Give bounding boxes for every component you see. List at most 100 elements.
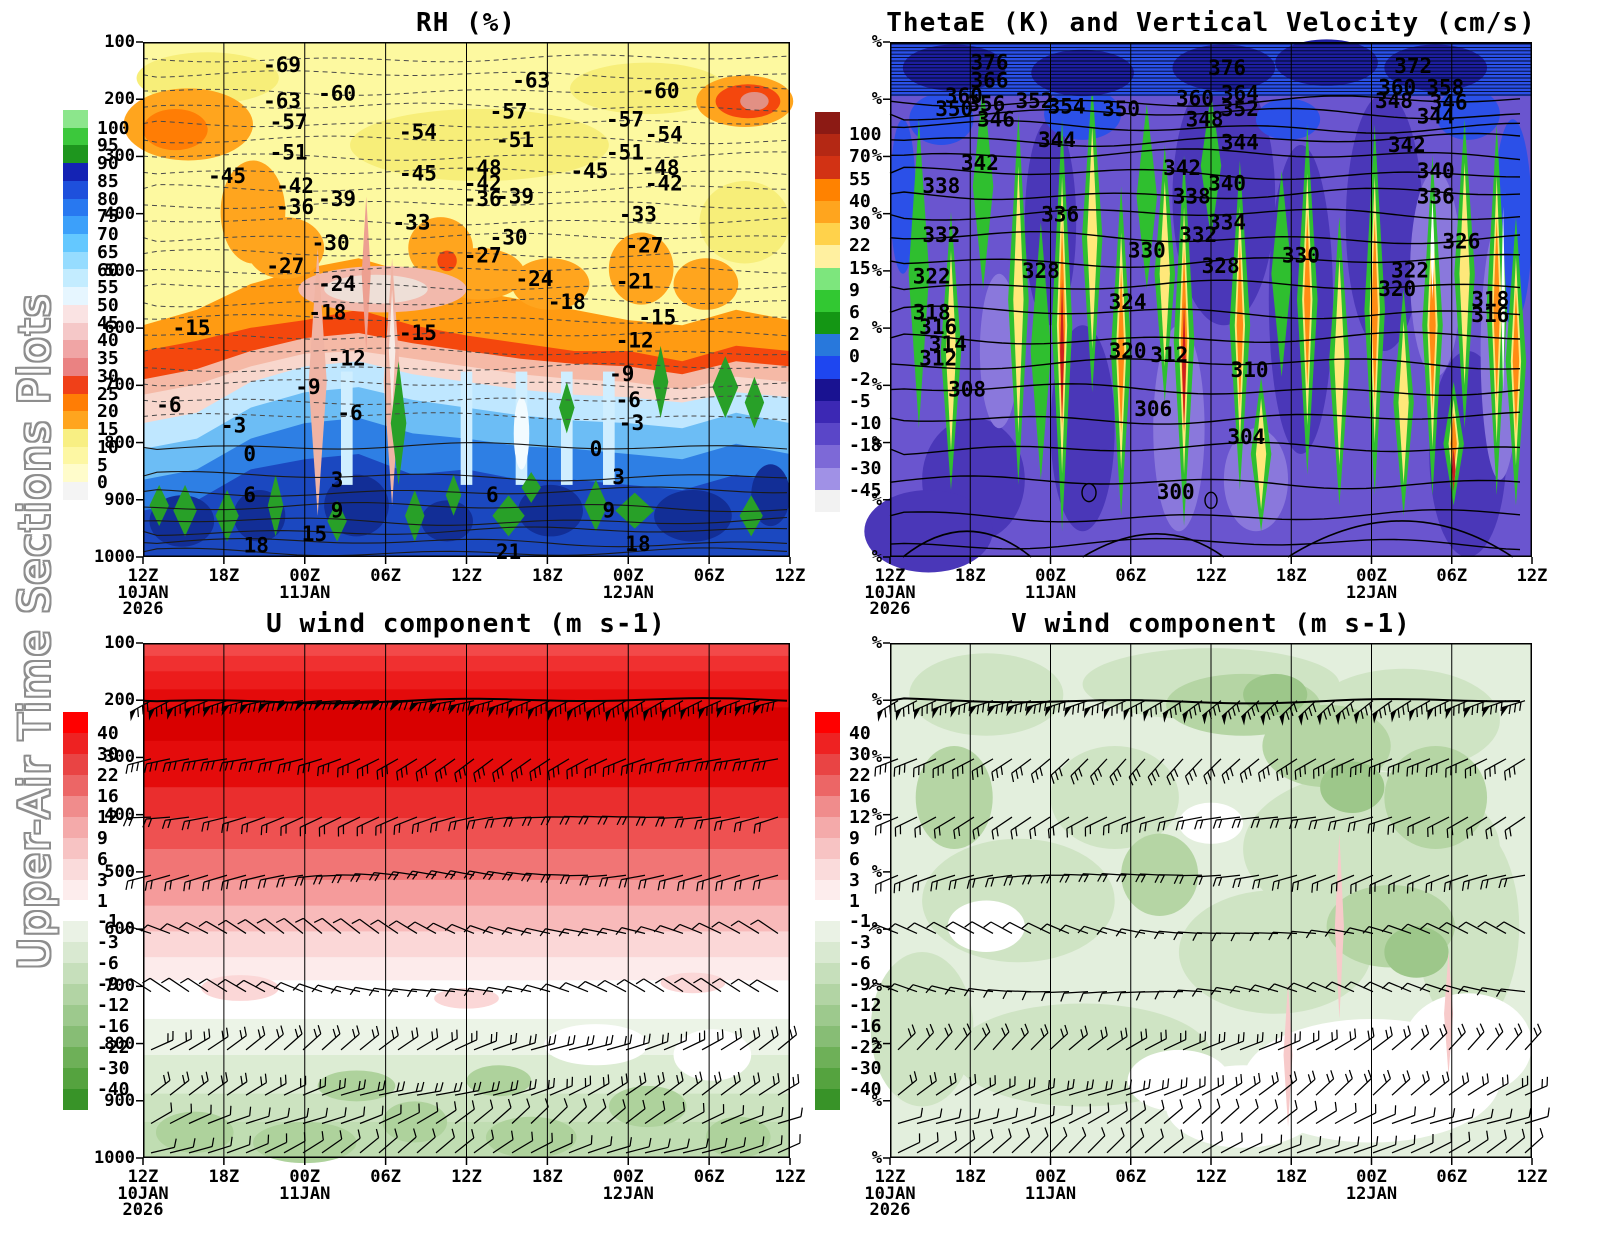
rh-contour-label: -54 bbox=[645, 123, 683, 147]
v_wind-colorbar-segment bbox=[815, 1047, 840, 1068]
rh-plot: -69-63-63-60 -60-57 -57 -57-54 -54-51-51-51-… bbox=[123, 41, 794, 564]
rh-contour-label: -60 bbox=[642, 79, 680, 103]
thetae-colorbar bbox=[815, 112, 840, 512]
v_wind-x-tick-label: 12Z bbox=[1195, 1167, 1227, 1187]
rh-contour-label: -9 bbox=[295, 375, 320, 399]
thetae-contour-label: 312 bbox=[919, 347, 957, 371]
thetae-colorbar-label: 100 bbox=[849, 124, 882, 146]
u_wind-colorbar-segment bbox=[63, 1026, 88, 1047]
v_wind-colorbar-segment bbox=[815, 732, 840, 754]
v_wind-x-tick-label: 06Z bbox=[1115, 1167, 1147, 1187]
thetae-colorbar-label: 22 bbox=[849, 235, 871, 257]
thetae-contour-label: 328 bbox=[1022, 259, 1060, 283]
rh-contour-label: 3 bbox=[612, 465, 625, 489]
rh-colorbar-segment bbox=[63, 216, 88, 235]
thetae-contour-label: 322 bbox=[913, 264, 951, 288]
rh-colorbar-label: 65 bbox=[97, 241, 119, 263]
thetae-contour-label: 348 bbox=[1375, 89, 1413, 113]
rh-y-tick-label: 400 bbox=[104, 203, 135, 224]
thetae-contour-label: 358 bbox=[1426, 75, 1464, 99]
thetae-contour-label: 322 bbox=[1391, 259, 1429, 283]
thetae-x-tick-label: 12Z bbox=[1516, 566, 1548, 586]
thetae-contour-label: 344 bbox=[1417, 105, 1455, 129]
u_wind-colorbar-label: 9 bbox=[97, 827, 108, 849]
thetae-colorbar-segment bbox=[815, 356, 840, 379]
rh-contour-label: 3 bbox=[331, 468, 344, 492]
rh-x-tick-label: 18Z bbox=[532, 566, 563, 586]
rh-colorbar-label: 10 bbox=[97, 436, 119, 458]
thetae-colorbar-label: 30 bbox=[849, 213, 871, 235]
rh-contour-label: 21 bbox=[496, 540, 521, 564]
rh-colorbar-segment bbox=[63, 428, 88, 447]
thetae-y-tick-label: % bbox=[871, 318, 882, 339]
thetae-contour-label: 350 bbox=[1102, 97, 1140, 121]
u_wind-y-tick-label: 400 bbox=[104, 804, 135, 825]
thetae-contour-label: 352 bbox=[1221, 97, 1259, 121]
v_wind-plot bbox=[868, 642, 1550, 1165]
u_wind-colorbar-segment bbox=[63, 879, 88, 901]
rh-contour-label: -63 bbox=[263, 89, 301, 113]
rh-colorbar-label: 70 bbox=[97, 224, 119, 246]
rh-colorbar-segment bbox=[63, 411, 88, 429]
thetae-x-tick-label: 06Z bbox=[1436, 566, 1468, 586]
rh-colorbar-label: 100 bbox=[97, 117, 130, 139]
rh-colorbar-segment bbox=[63, 127, 88, 146]
thetae-x-tick-label: 06Z bbox=[1115, 566, 1147, 586]
u_wind-x-tick-label: 12Z bbox=[451, 1167, 482, 1187]
rh-x-date-label: 12JAN bbox=[602, 583, 654, 603]
v_wind-colorbar-segment bbox=[815, 753, 840, 775]
rh-colorbar-label: 15 bbox=[97, 419, 119, 441]
thetae-contour-label: 364 bbox=[1221, 82, 1259, 106]
thetae-contour-label: 318 bbox=[913, 300, 951, 324]
u_wind-y-tick-label: 300 bbox=[104, 747, 135, 768]
rh-contour-label: 0 bbox=[590, 437, 603, 461]
thetae-colorbar-segment bbox=[815, 467, 840, 490]
rh-y-tick-label: 1000 bbox=[94, 547, 135, 567]
u_wind-colorbar-label: -30 bbox=[97, 1058, 130, 1080]
u_wind-colorbar-label: 6 bbox=[97, 848, 108, 870]
thetae-x-tick-label: 12Z bbox=[874, 566, 906, 586]
thetae-contour-label: 352 bbox=[1015, 89, 1053, 113]
rh-colorbar-label: 20 bbox=[97, 401, 119, 423]
rh-contour-label: -57 bbox=[490, 100, 528, 124]
u_wind-colorbar-segment bbox=[63, 837, 88, 859]
thetae-contour-label: 328 bbox=[1202, 254, 1240, 278]
thetae-contour-label: 340 bbox=[1417, 159, 1455, 183]
panel-title-rh: RH (%) bbox=[416, 8, 516, 38]
u_wind-colorbar-label: -6 bbox=[97, 953, 119, 975]
rh-contour-label: -27 bbox=[266, 254, 304, 278]
u_wind-x-tick-label: 06Z bbox=[693, 1167, 725, 1187]
v_wind-x-date-label: 12JAN bbox=[1345, 1184, 1398, 1204]
u_wind-colorbar-label: 30 bbox=[97, 743, 119, 765]
thetae-contour-label: 320 bbox=[1378, 277, 1416, 301]
rh-x-tick-label: 12Z bbox=[451, 566, 482, 586]
v_wind-colorbar-label: 9 bbox=[849, 827, 860, 849]
rh-colorbar-segment bbox=[63, 464, 88, 483]
rh-contour-label: 15 bbox=[302, 522, 327, 546]
rh-contour-label: -15 bbox=[638, 306, 676, 330]
rh-contour-label: 0 bbox=[243, 442, 256, 466]
v_wind-colorbar-label: -30 bbox=[849, 1058, 882, 1080]
v_wind-colorbar-segment bbox=[815, 921, 840, 943]
thetae-contour-label: 346 bbox=[1430, 90, 1468, 114]
rh-contour-label: 6 bbox=[486, 483, 499, 507]
v_wind-y-tick-label: % bbox=[871, 976, 882, 997]
v_wind-colorbar-segment bbox=[815, 712, 840, 733]
thetae-colorbar-segment bbox=[815, 267, 840, 290]
thetae-y-tick-label: % bbox=[871, 32, 882, 52]
u_wind-colorbar-segment bbox=[63, 1005, 88, 1027]
thetae-colorbar-label: -18 bbox=[849, 435, 882, 457]
rh-colorbar-label: 30 bbox=[97, 365, 119, 387]
rh-colorbar-segment bbox=[63, 198, 88, 217]
thetae-colorbar-segment bbox=[815, 423, 840, 446]
u_wind-y-tick-label: 600 bbox=[104, 919, 135, 940]
thetae-contour-label: 306 bbox=[1134, 397, 1172, 421]
rh-contour-label: -33 bbox=[619, 203, 657, 227]
thetae-contour-label: 324 bbox=[1109, 290, 1147, 314]
v_wind-colorbar-segment bbox=[815, 879, 840, 901]
u_wind-colorbar-segment bbox=[63, 963, 88, 985]
thetae-contour-label: 314 bbox=[929, 332, 967, 356]
v_wind-x-tick-label: 00Z bbox=[1356, 1167, 1387, 1187]
thetae-contour-label: 360 bbox=[1378, 75, 1416, 99]
thetae-y-tick-label: % bbox=[871, 146, 882, 167]
